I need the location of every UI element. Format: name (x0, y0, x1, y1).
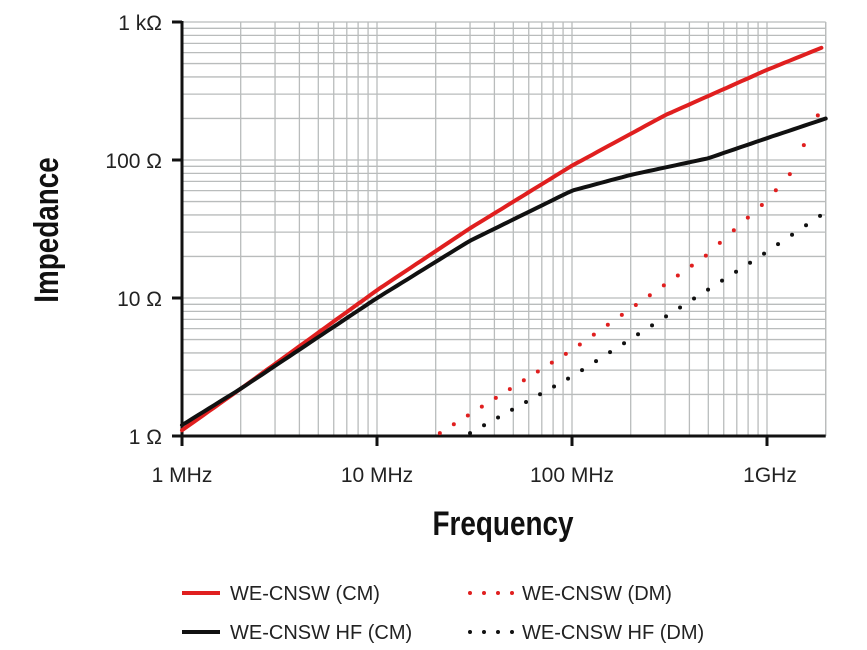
series-point (759, 203, 764, 208)
series-point (563, 351, 568, 356)
legend-swatch-dotted (468, 591, 472, 595)
legend-label: WE-CNSW (CM) (230, 583, 380, 605)
series-point (745, 215, 750, 220)
series-point (566, 376, 571, 381)
legend-swatch-dotted (510, 591, 514, 595)
legend-swatch-dotted (468, 630, 472, 634)
series-point (451, 422, 456, 427)
series-point (717, 240, 722, 245)
series-point (692, 296, 697, 301)
series-point (734, 269, 739, 274)
series-point (605, 322, 610, 327)
series-point (482, 423, 487, 428)
series-point (801, 143, 806, 148)
series-point (661, 283, 666, 288)
y-tick-label: 1 kΩ (118, 12, 162, 35)
series-point (790, 232, 795, 237)
y-tick-label: 1 Ω (129, 426, 162, 449)
series-point (647, 293, 652, 298)
series-point (622, 341, 627, 346)
tick-labels: 1 MHz 10 MHz 100 MHz 1GHz 1 Ω 10 Ω 100 Ω 1 kΩ (105, 12, 796, 487)
series-point (815, 113, 820, 118)
series-point (636, 332, 641, 337)
series-we-cnsw-hf-cm (180, 116, 828, 428)
legend-item: WE-CNSW (DM) (468, 583, 672, 605)
series-point (804, 223, 809, 228)
legend-item: WE-CNSW HF (CM) (182, 622, 412, 644)
series-point (535, 369, 540, 374)
series-point (493, 395, 498, 400)
y-tick-label: 100 Ω (105, 150, 162, 173)
series-point (776, 242, 781, 247)
series-point (731, 228, 736, 233)
y-tick-label: 10 Ω (117, 288, 162, 311)
legend-swatch-dotted (496, 630, 500, 634)
series-point (538, 392, 543, 397)
legend-swatch-dotted (482, 591, 486, 595)
series-line (180, 45, 824, 433)
series-point (650, 323, 655, 328)
series-point (633, 303, 638, 308)
series-point (664, 314, 669, 319)
series-point (594, 359, 599, 364)
series-point (762, 251, 767, 256)
series-layer (180, 45, 828, 436)
series-we-cnsw-hf-dm (468, 213, 823, 436)
x-tick-label: 1 MHz (152, 464, 213, 487)
series-point (496, 415, 501, 420)
series-point (465, 413, 470, 418)
series-point (608, 350, 613, 355)
series-point (689, 263, 694, 268)
x-axis-title: Frequency (433, 504, 575, 542)
series-point (678, 305, 683, 310)
grid (181, 21, 827, 437)
series-point (580, 368, 585, 373)
series-point (619, 312, 624, 317)
series-point (720, 278, 725, 283)
series-point (706, 287, 711, 292)
legend-swatch-dotted (510, 630, 514, 634)
legend-item: WE-CNSW HF (DM) (468, 622, 704, 644)
series-point (479, 404, 484, 409)
y-axis-title: Impedance (27, 157, 65, 303)
series-point (818, 213, 823, 218)
series-point (510, 407, 515, 412)
legend-swatch-dotted (482, 630, 486, 634)
axes (172, 20, 826, 446)
legend-swatch-dotted (496, 591, 500, 595)
series-point (552, 384, 557, 389)
series-point (507, 387, 512, 392)
series-point (591, 332, 596, 337)
series-point (748, 260, 753, 265)
series-point (577, 342, 582, 347)
series-point (468, 431, 473, 436)
x-tick-label: 100 MHz (530, 464, 614, 487)
series-we-cnsw-dm (437, 113, 820, 436)
series-point (675, 273, 680, 278)
x-tick-label: 10 MHz (341, 464, 413, 487)
legend-label: WE-CNSW (DM) (522, 583, 672, 605)
series-point (703, 253, 708, 258)
legend-label: WE-CNSW HF (CM) (230, 622, 412, 644)
series-line (180, 116, 828, 428)
legend-item: WE-CNSW (CM) (182, 583, 380, 605)
x-tick-label: 1GHz (743, 464, 797, 487)
series-point (787, 172, 792, 177)
series-point (524, 399, 529, 404)
series-point (521, 378, 526, 383)
series-point (549, 360, 554, 365)
series-point (437, 431, 442, 436)
series-we-cnsw-cm (180, 45, 824, 433)
legend: WE-CNSW (CM) WE-CNSW (DM) WE-CNSW HF (CM) W… (182, 583, 704, 644)
series-point (773, 188, 778, 193)
legend-label: WE-CNSW HF (DM) (522, 622, 704, 644)
